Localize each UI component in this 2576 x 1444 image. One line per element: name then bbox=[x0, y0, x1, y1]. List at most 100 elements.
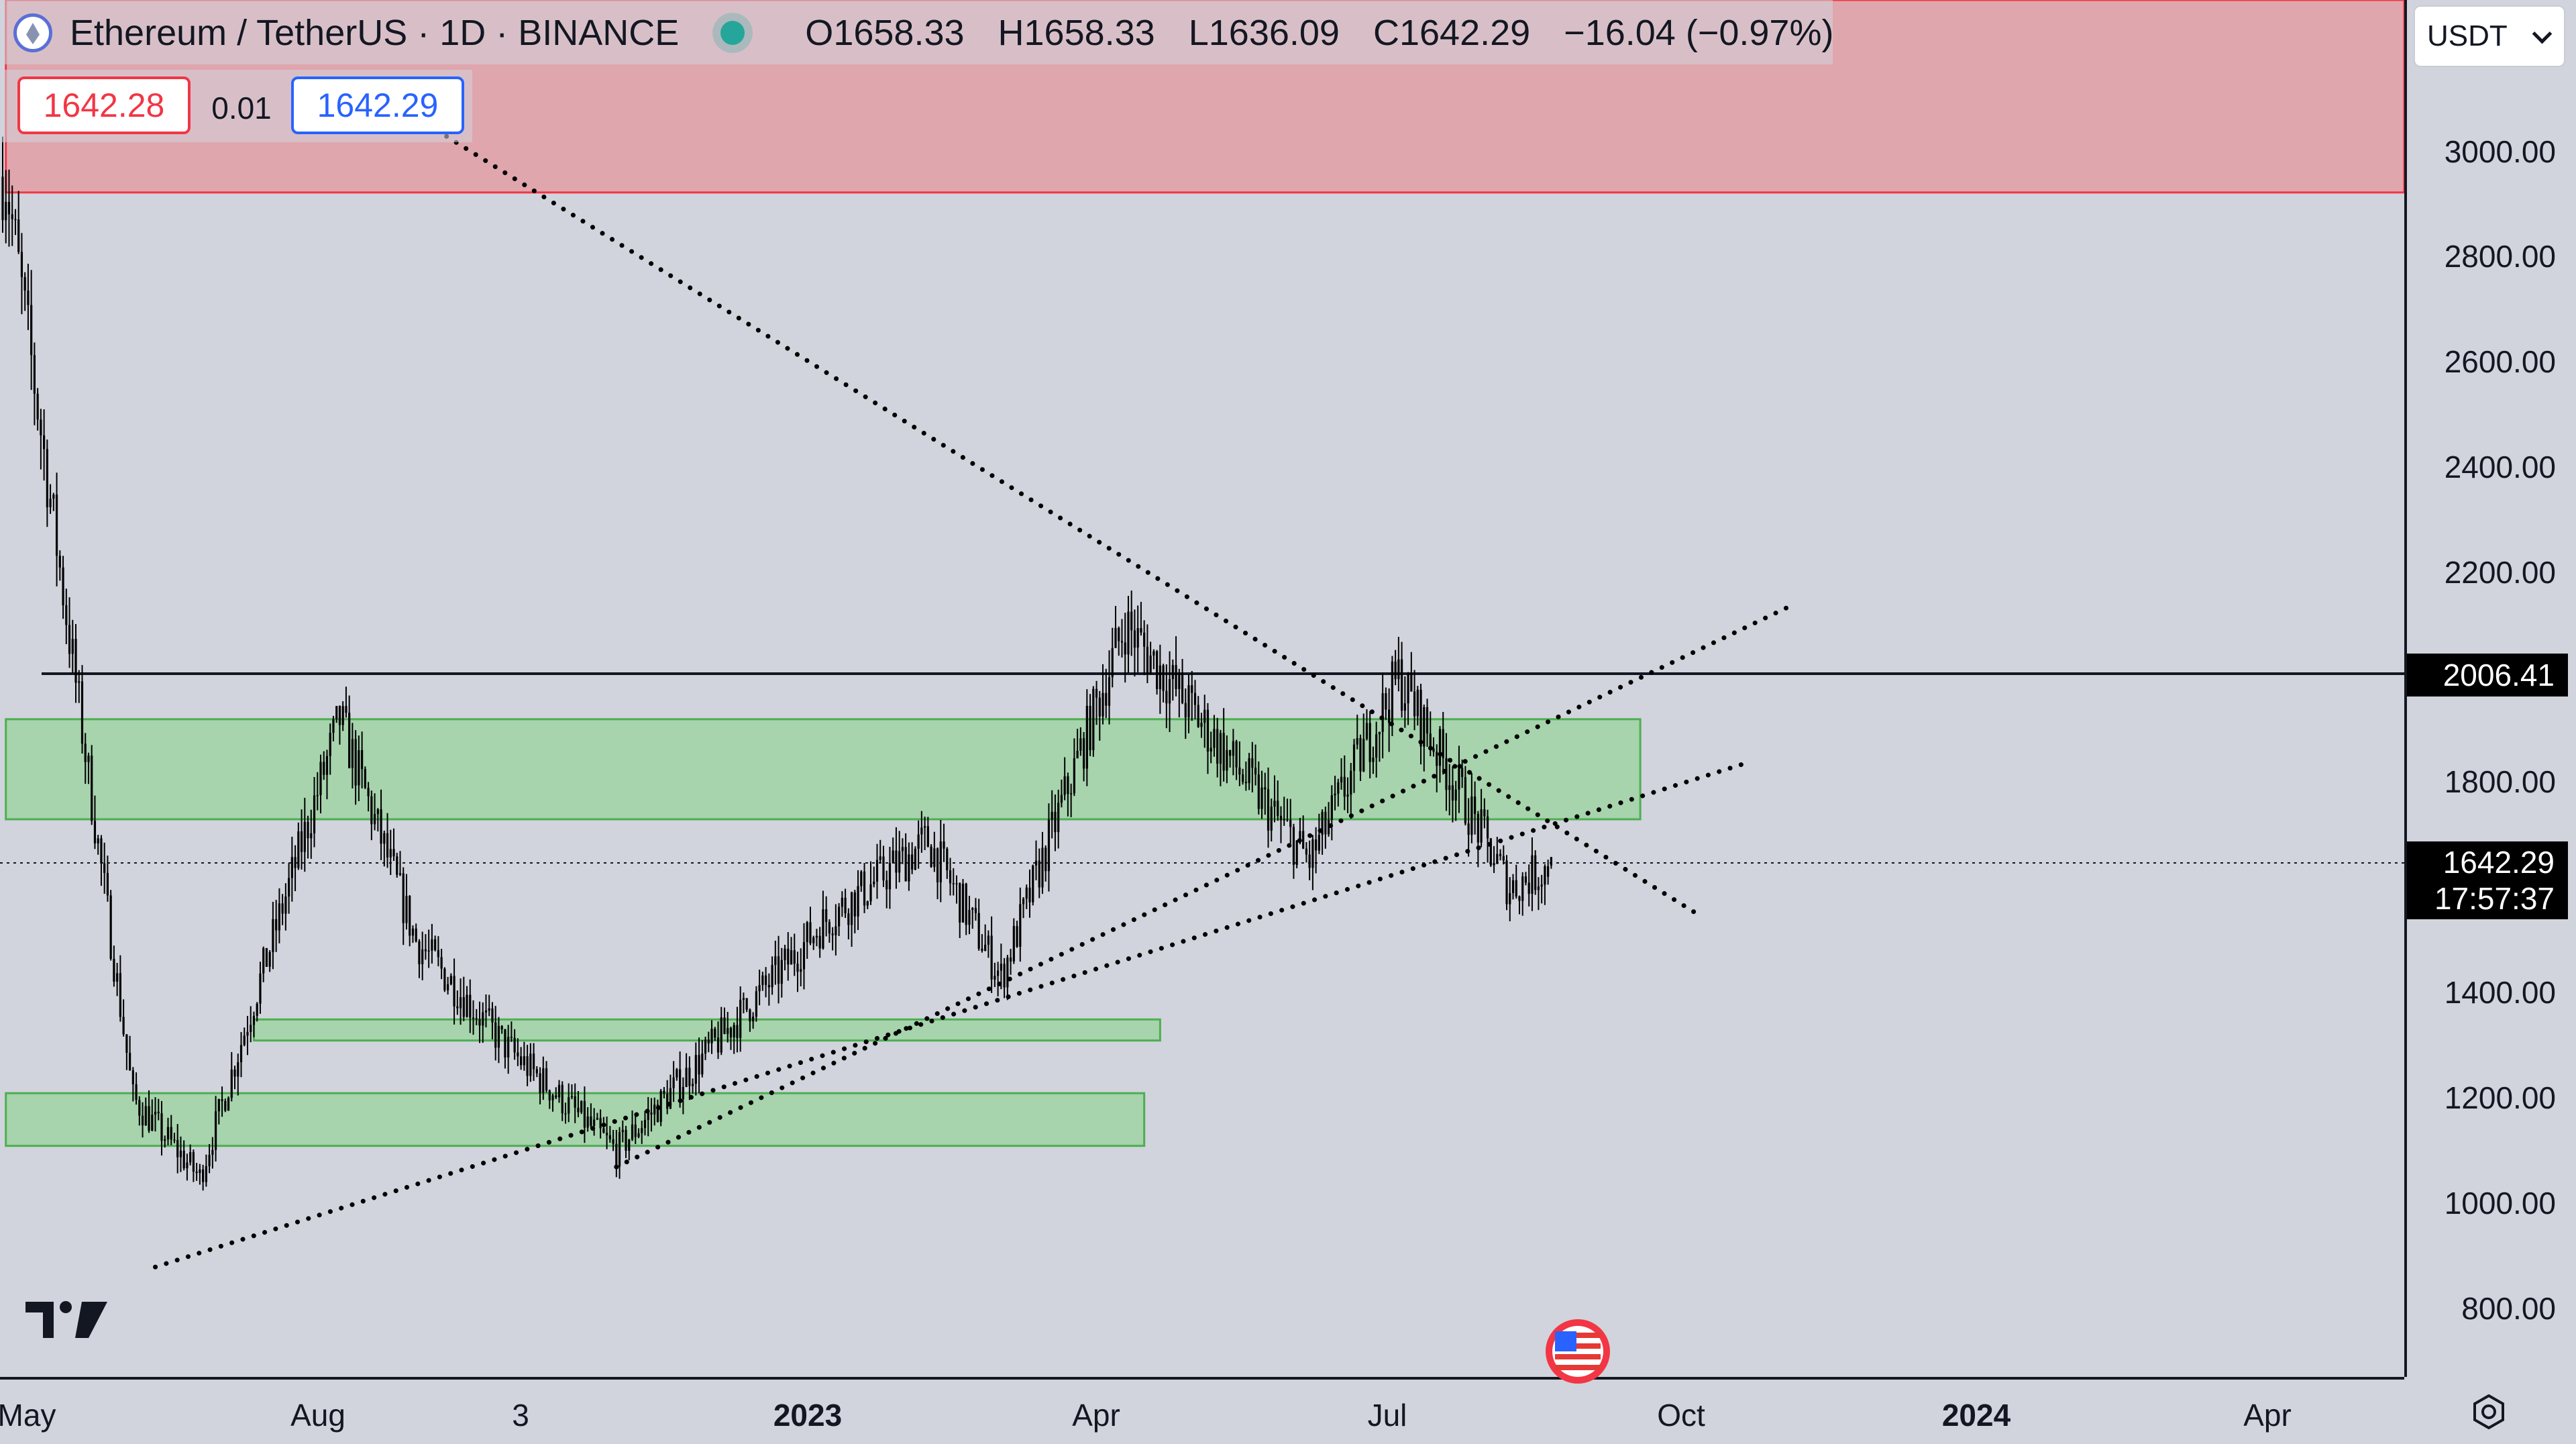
x-tick-label: Oct bbox=[1657, 1398, 1705, 1433]
candle-body bbox=[574, 1096, 576, 1108]
candle-body bbox=[20, 252, 23, 277]
candle-body bbox=[1470, 796, 1473, 835]
candle-body bbox=[179, 1150, 182, 1157]
candle-body bbox=[637, 1133, 640, 1137]
candle-body bbox=[1454, 789, 1457, 801]
candle-body bbox=[1318, 835, 1320, 851]
dotted-trendline-2[interactable] bbox=[356, 79, 1700, 917]
candle-body bbox=[1527, 882, 1530, 894]
candle-body bbox=[46, 449, 48, 507]
x-tick-label: 2024 bbox=[1941, 1398, 2011, 1433]
demand-zone-1[interactable] bbox=[5, 718, 1642, 821]
buy-button[interactable]: 1642.29 bbox=[291, 76, 464, 134]
candle-body bbox=[402, 873, 405, 923]
candle-body bbox=[663, 1090, 665, 1094]
candle-body bbox=[625, 1129, 627, 1151]
candle-body bbox=[1442, 729, 1444, 758]
candle-body bbox=[418, 941, 421, 965]
candle-body bbox=[275, 919, 278, 931]
candle-body bbox=[965, 883, 967, 925]
candle-body bbox=[462, 997, 465, 1017]
candle-body bbox=[1124, 642, 1126, 655]
candle-body bbox=[1375, 734, 1378, 758]
time-axis[interactable]: May Aug 3 2023 Apr Jul Oct 2024 Apr bbox=[0, 1377, 2404, 1444]
gear-icon[interactable] bbox=[2471, 1394, 2506, 1429]
candle-body bbox=[440, 957, 443, 969]
candle-body bbox=[1070, 793, 1073, 794]
candle-body bbox=[1143, 632, 1146, 647]
demand-zone-2[interactable] bbox=[252, 1018, 1161, 1042]
candle-body bbox=[329, 733, 331, 756]
symbol-title[interactable]: Ethereum / TetherUS · 1D · BINANCE bbox=[70, 13, 680, 53]
candle-body bbox=[17, 219, 20, 252]
candle-body bbox=[1413, 691, 1416, 717]
ohlc-close: C1642.29 bbox=[1373, 13, 1531, 53]
candle-body bbox=[911, 854, 914, 870]
candle-body bbox=[80, 681, 84, 744]
candle-body bbox=[122, 1017, 125, 1035]
candle-body bbox=[1432, 748, 1435, 752]
candle-body bbox=[790, 950, 793, 965]
candle-body bbox=[1067, 776, 1069, 794]
candle-body bbox=[415, 928, 417, 941]
candle-body bbox=[539, 1073, 541, 1093]
candle-body bbox=[288, 878, 290, 897]
candle-body bbox=[1458, 768, 1460, 790]
dotted-trendline-1[interactable] bbox=[614, 601, 1799, 1170]
candle-body bbox=[208, 1155, 211, 1166]
candle-body bbox=[211, 1149, 214, 1155]
candle-body bbox=[1083, 738, 1085, 769]
candle-body bbox=[1315, 839, 1318, 851]
candle-body bbox=[497, 1026, 500, 1048]
candle-body bbox=[1537, 886, 1540, 890]
candle-body bbox=[1391, 661, 1393, 723]
sell-button[interactable]: 1642.28 bbox=[17, 76, 191, 134]
candle-body bbox=[742, 998, 745, 1000]
candle-body bbox=[1222, 733, 1225, 771]
candle-body bbox=[1292, 827, 1295, 866]
candle-body bbox=[148, 1106, 150, 1131]
candle-body bbox=[1181, 673, 1184, 703]
candle-body bbox=[869, 884, 872, 902]
candle-body bbox=[1105, 692, 1108, 706]
candle-body bbox=[290, 857, 293, 878]
candle-body bbox=[456, 1006, 459, 1009]
candle-body bbox=[523, 1056, 525, 1066]
y-tick-label: 800.00 bbox=[2461, 1291, 2556, 1326]
candle-body bbox=[926, 826, 929, 847]
candle-body bbox=[447, 984, 449, 990]
candle-body bbox=[828, 921, 830, 934]
legend-bar: Ethereum / TetherUS · 1D · BINANCE O1658… bbox=[0, 0, 1833, 64]
candle-body bbox=[997, 970, 1000, 976]
candle-body bbox=[262, 947, 265, 974]
candle-body bbox=[434, 939, 437, 950]
candle-body bbox=[710, 1029, 713, 1044]
candle-body bbox=[338, 706, 341, 725]
candle-body bbox=[1191, 685, 1193, 693]
candle-body bbox=[392, 849, 395, 857]
candle-body bbox=[602, 1128, 605, 1133]
candle-body bbox=[100, 838, 103, 864]
candle-body bbox=[1213, 729, 1216, 748]
candle-body bbox=[1486, 816, 1489, 839]
candle-body bbox=[7, 201, 11, 215]
dotted-trendline-0[interactable] bbox=[153, 759, 1754, 1270]
candle-body bbox=[1165, 690, 1168, 704]
currency-select[interactable]: USDT bbox=[2414, 5, 2565, 67]
candle-body bbox=[1159, 665, 1161, 689]
candle-body bbox=[659, 1090, 662, 1123]
candle-body bbox=[294, 857, 297, 868]
y-tick-label: 3000.00 bbox=[2444, 134, 2556, 169]
us-flag-event-icon[interactable] bbox=[1543, 1317, 1613, 1386]
candle-body bbox=[520, 1056, 523, 1066]
candle-body bbox=[1397, 659, 1400, 680]
candle-body bbox=[52, 495, 55, 499]
candle-body bbox=[1423, 707, 1426, 747]
candle-body bbox=[777, 956, 780, 984]
candle-body bbox=[809, 922, 812, 943]
candle-body bbox=[272, 919, 274, 952]
candle-body bbox=[930, 846, 932, 868]
candle-body bbox=[853, 892, 856, 917]
candle-body bbox=[221, 1099, 223, 1101]
